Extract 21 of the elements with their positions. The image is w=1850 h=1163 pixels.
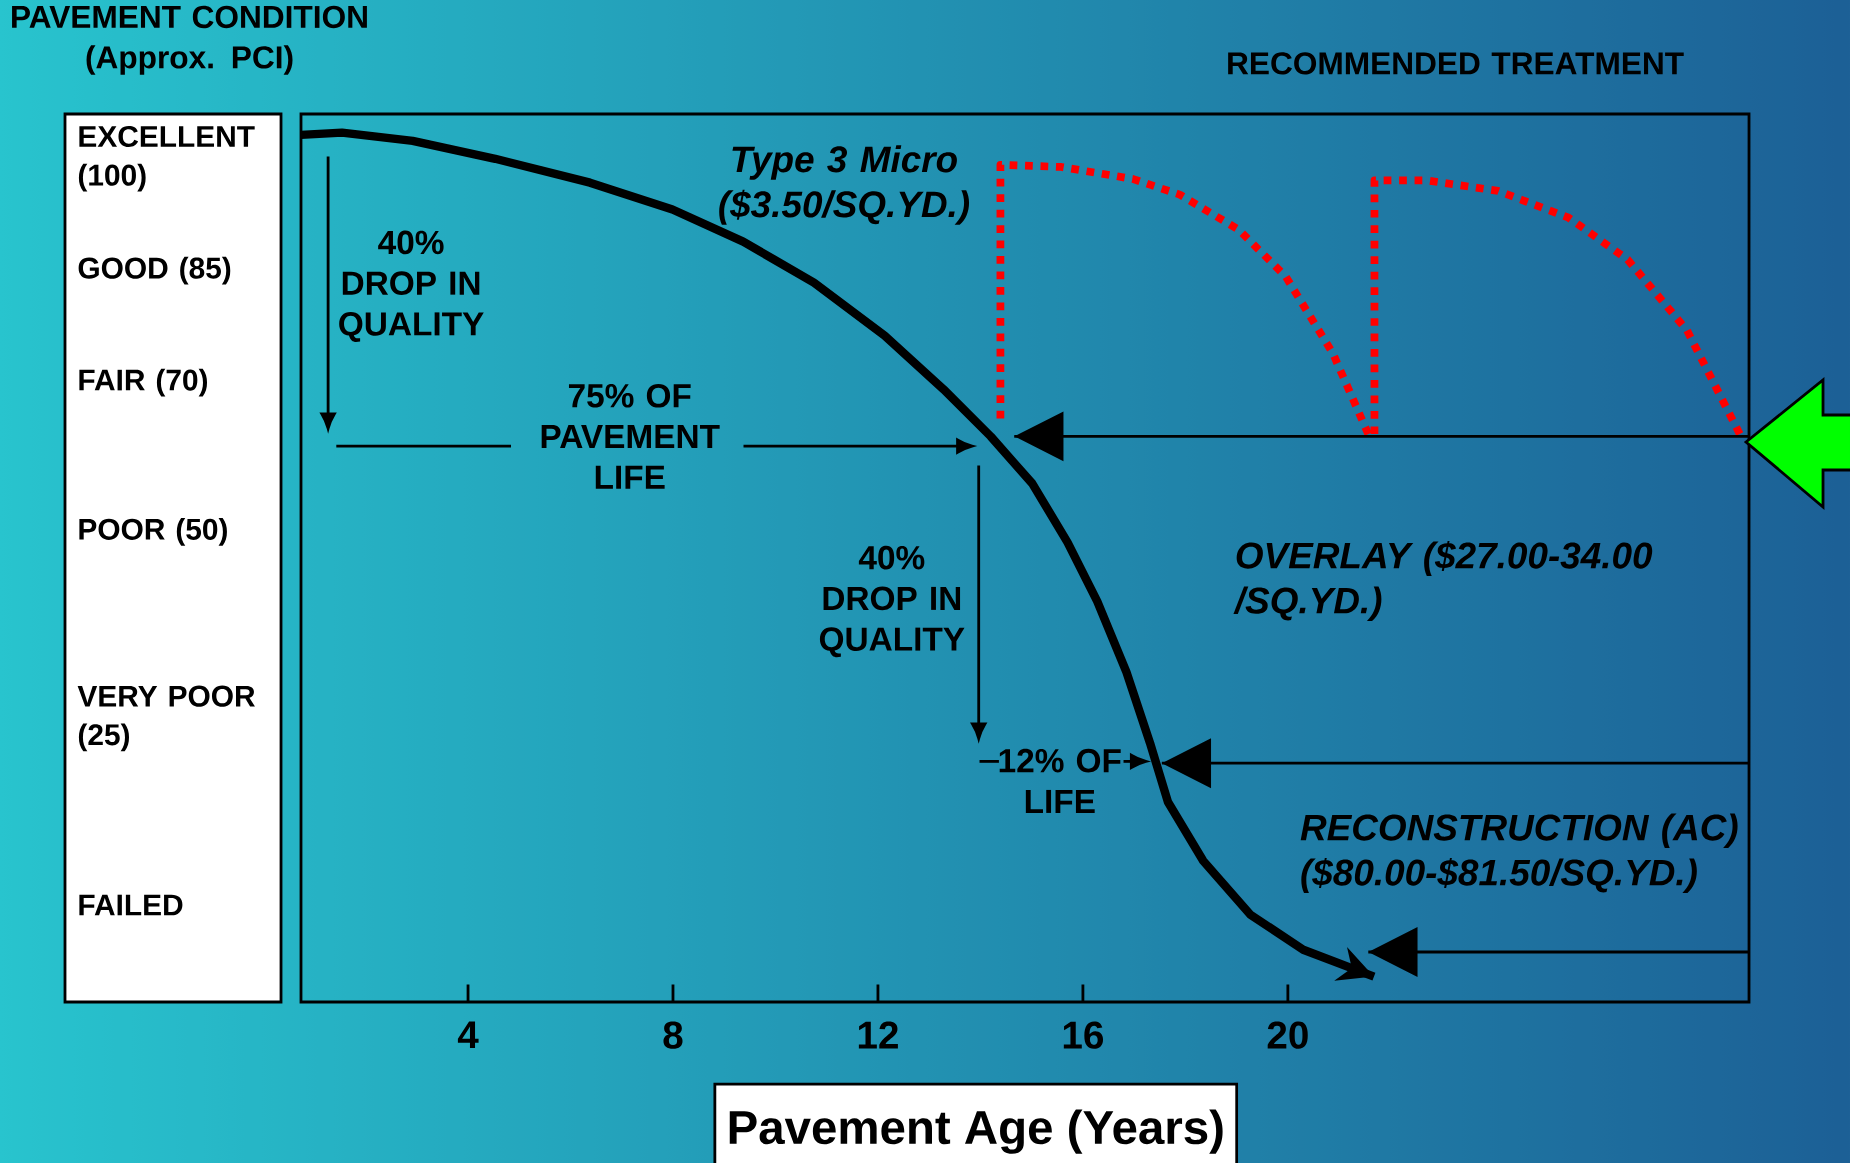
x-axis-title: Pavement Age (Years) (729, 1109, 1223, 1154)
y-axis-title: PAVEMENT CONDITION (Approx. PCI) (12, 5, 367, 75)
y-tick-label: FAILED (79, 894, 183, 916)
y-tick-label: GOOD (85) (78, 256, 231, 285)
annotation: 12% OF LIFE (999, 748, 1121, 813)
annotation: 40% DROP IN QUALITY (819, 545, 965, 658)
x-tick-label: 12 (858, 1021, 898, 1049)
x-tick-label: 8 (663, 1021, 683, 1049)
text: RECOMMENDED TREATMENT (1228, 52, 1684, 75)
y-tick-label: VERY POOR (25) (77, 685, 255, 752)
annotation: Type 3 Micro ($3.50/SQ.YD.) (719, 145, 970, 225)
y-tick-label: EXCELLENT (100) (78, 125, 255, 192)
annotation: 40% DROP IN QUALITY (339, 230, 484, 342)
y-tick-label: FAIR (70) (79, 368, 208, 397)
annotation: RECONSTRUCTION (AC) ($80.00-$81.50/SQ.YD.) (1300, 813, 1738, 893)
annotation: OVERLAY ($27.00-34.00 /SQ.YD.) (1233, 540, 1653, 621)
annotation: 75% OF PAVEMENT LIFE (541, 383, 720, 489)
x-tick-label: 20 (1267, 1021, 1308, 1049)
y-tick-label: POOR (50) (79, 517, 227, 546)
x-tick-label: 16 (1063, 1021, 1104, 1049)
x-tick-label: 4 (457, 1021, 479, 1049)
